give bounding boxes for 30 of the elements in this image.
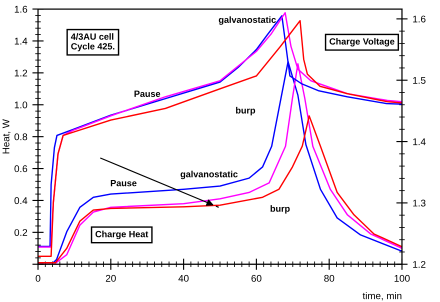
annotation: burp [270, 205, 290, 214]
annotation: burp [236, 106, 256, 116]
y-axis-title: Heat, W [2, 119, 11, 154]
x-tick-label: 0 [36, 274, 40, 282]
x-tick-label: 100 [394, 274, 410, 282]
annotation: galvanostatic [180, 170, 238, 180]
x-tick-label: 20 [106, 274, 116, 282]
annotation: Pause [110, 180, 137, 186]
y-tick-label: 1.6 [14, 6, 28, 13]
y2-tick-label: 1.4 [413, 138, 426, 146]
y-tick-label: 0.4 [14, 197, 28, 204]
annotation: Charge Heat [96, 230, 148, 240]
y2-tick-label: 1.6 [413, 16, 426, 22]
x-tick-label: 80 [324, 274, 334, 282]
y2-tick-label: 1.2 [413, 260, 426, 268]
y-tick-label: 0.8 [14, 133, 28, 140]
y-tick-label: 1.2 [14, 70, 28, 76]
y2-tick-label: 1.3 [413, 200, 426, 207]
y-tick-label: 1.0 [14, 101, 28, 108]
x-axis-title: time, min [362, 292, 402, 300]
y-tick-label: 0.2 [14, 229, 28, 236]
y-tick-label: 1.4 [14, 38, 28, 44]
annotation: galvanostatic [218, 16, 276, 25]
x-tick-label: 40 [178, 274, 189, 282]
annotation: Charge Voltage [330, 38, 394, 46]
annotation: Pause [134, 90, 160, 97]
y-tick-label: 0.6 [14, 165, 28, 172]
x-tick-label: 60 [251, 274, 262, 282]
annotation: 4/3AU cell Cycle 425. [70, 33, 114, 52]
y2-tick-label: 1.5 [413, 77, 426, 84]
